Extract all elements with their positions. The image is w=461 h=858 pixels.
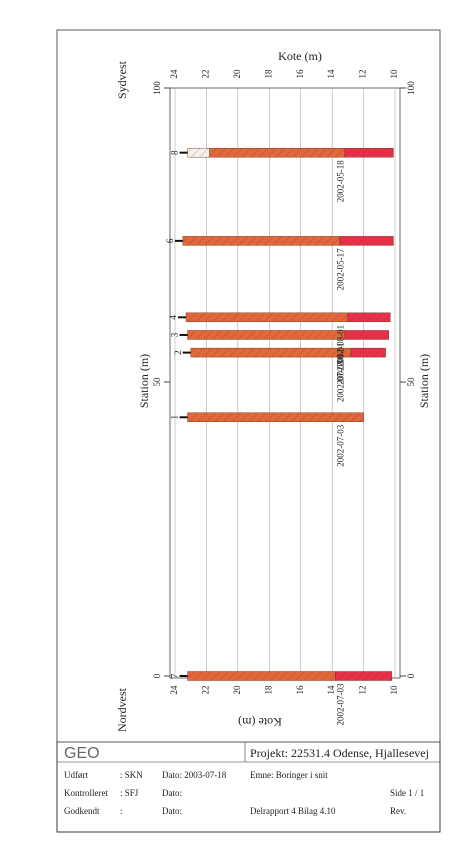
footer-cell: Godkendt — [64, 806, 100, 816]
soil-hatch — [187, 330, 345, 340]
station-tick-left: 0 — [152, 673, 162, 678]
soil-hatch — [186, 312, 348, 322]
borehole-date: 2002-07-03 — [336, 683, 346, 725]
borehole-name: 6 — [165, 238, 175, 243]
kote-tick-top: 20 — [232, 69, 242, 79]
kote-tick-top: 24 — [169, 69, 179, 79]
kote-label-bottom: Kote (m) — [238, 715, 282, 729]
soil-hatch — [344, 148, 394, 158]
kote-tick-bottom: 12 — [358, 686, 368, 695]
soil-hatch — [340, 236, 394, 246]
kote-tick-bottom: 24 — [169, 685, 179, 695]
station-tick-left: 100 — [152, 81, 162, 95]
borehole-date: 2002-05-18 — [336, 160, 346, 202]
kote-label-top: Kote (m) — [278, 49, 322, 63]
footer-cell: : SKN — [120, 770, 143, 780]
footer-cell: : — [120, 806, 123, 816]
station-label-left: Station (m) — [137, 354, 151, 408]
borehole-name: 4 — [168, 315, 178, 320]
borehole-date: 2002-07-03 — [336, 360, 346, 402]
kote-tick-top: 10 — [389, 69, 399, 79]
station-tick-right: 0 — [406, 673, 416, 678]
kote-tick-top: 22 — [200, 70, 210, 79]
kote-tick-bottom: 16 — [295, 685, 305, 695]
footer-cell: Dato: 2003-07-18 — [162, 770, 227, 780]
borehole-name: 7 — [170, 673, 180, 678]
borehole-name: 8 — [170, 150, 180, 155]
borehole-date: 2002-05-17 — [336, 248, 346, 290]
station-tick-left: 50 — [152, 377, 162, 387]
borehole: 7 2002-07-03 — [170, 671, 393, 726]
footer: GEO Projekt: 22531.4 Odense, Hjallesevej — [56, 741, 441, 833]
kote-tick-bottom: 14 — [326, 685, 336, 695]
soil-hatch — [187, 671, 336, 681]
right-label: Sydvest — [115, 60, 129, 99]
soil-hatch — [209, 148, 345, 158]
kote-tick-bottom: 20 — [232, 685, 242, 695]
borehole-date: 2002-07-03 — [336, 424, 346, 466]
soil-hatch — [335, 671, 392, 681]
soil-hatch — [344, 330, 389, 340]
borehole: 1 2002-07-03 — [170, 412, 364, 467]
borehole: 2 2002-07-03 — [173, 347, 386, 402]
footer-cell: Dato: — [162, 806, 182, 816]
kote-tick-top: 18 — [263, 69, 273, 79]
soil-hatch — [182, 236, 340, 246]
soil-hatch — [187, 148, 210, 158]
kote-tick-bottom: 10 — [389, 685, 399, 695]
footer-cell: Emne: Boringer i snit — [250, 770, 328, 780]
chart-frame — [169, 87, 401, 679]
soil-hatch — [351, 348, 386, 358]
footer-cell: Rev. — [390, 806, 406, 816]
station-label-right: Station (m) — [417, 354, 431, 408]
kote-tick-top: 16 — [295, 69, 305, 79]
station-tick-right: 100 — [406, 81, 416, 95]
footer-cell: Delrapport 4 Bilag 4.10 — [250, 806, 336, 816]
borehole: 8 2002-05-18 — [170, 147, 394, 202]
borehole: 4 2002-08-01 — [168, 312, 391, 367]
kote-tick-top: 12 — [358, 70, 368, 79]
footer-cell: Side 1 / 1 — [390, 788, 424, 798]
left-label: Nordvest — [115, 687, 129, 732]
soil-hatch — [187, 412, 364, 422]
kote-tick-top: 14 — [326, 69, 336, 79]
borehole-name: 3 — [170, 332, 180, 337]
project: Projekt: 22531.4 Odense, Hjallesevej — [250, 746, 429, 760]
soil-hatch — [347, 312, 391, 322]
kote-tick-bottom: 22 — [200, 686, 210, 695]
logo: GEO — [64, 745, 100, 762]
kote-tick-bottom: 18 — [263, 685, 273, 695]
footer-box — [56, 741, 441, 833]
borehole-name: 1 — [170, 415, 180, 420]
borehole: 6 2002-05-17 — [165, 236, 394, 290]
soil-hatch — [190, 348, 351, 358]
footer-cell: Dato: — [162, 788, 182, 798]
station-tick-right: 50 — [406, 377, 416, 387]
footer-cell: Kontrolleret — [64, 788, 108, 798]
borehole-date: 2002-08-01 — [336, 342, 346, 384]
borehole: 3 2002-08-01 — [170, 330, 389, 384]
footer-cell: Udført — [64, 770, 88, 780]
borehole-name: 2 — [173, 350, 183, 355]
borehole-date: 2002-08-01 — [336, 325, 346, 367]
footer-cell: : SFJ — [120, 788, 139, 798]
